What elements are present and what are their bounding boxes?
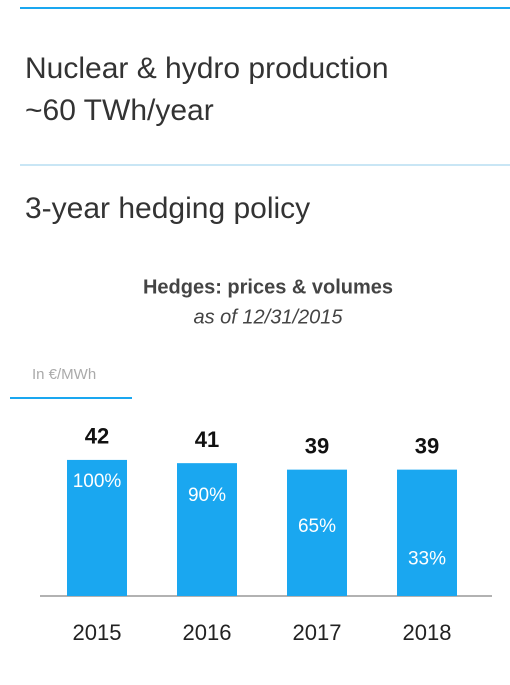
unit-label: In €/MWh — [32, 366, 96, 383]
value-label: 42 — [85, 424, 109, 449]
value-label: 39 — [305, 433, 329, 458]
bar — [397, 469, 457, 596]
header-line: Nuclear & hydro production — [25, 52, 389, 85]
x-tick-label: 2018 — [403, 620, 452, 645]
bar — [177, 463, 237, 596]
bar — [67, 459, 127, 596]
x-tick-label: 2017 — [293, 620, 342, 645]
chart-title: Hedges: prices & volumes — [143, 276, 393, 298]
x-tick-label: 2015 — [73, 620, 122, 645]
value-label: 41 — [195, 427, 219, 452]
volume-label: 100% — [73, 471, 122, 492]
chart-subtitle: as of 12/31/2015 — [193, 306, 343, 328]
volume-label: 90% — [188, 485, 226, 506]
value-label: 39 — [415, 433, 439, 458]
x-tick-label: 2016 — [183, 620, 232, 645]
volume-label: 65% — [298, 516, 336, 537]
bar — [287, 469, 347, 596]
header-line: ~60 TWh/year — [25, 94, 214, 127]
volume-label: 33% — [408, 548, 446, 569]
policy-heading: 3-year hedging policy — [25, 192, 310, 225]
